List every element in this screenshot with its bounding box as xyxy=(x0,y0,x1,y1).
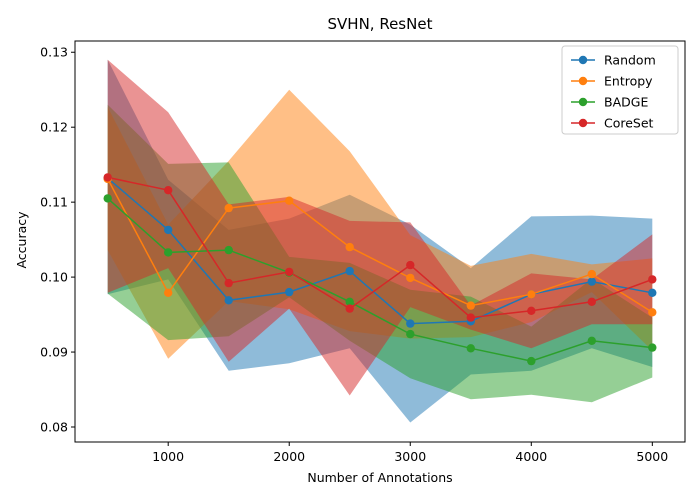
series-points xyxy=(103,173,657,366)
coreset-point xyxy=(466,313,475,322)
random-point xyxy=(285,287,294,297)
badge-point xyxy=(648,343,657,352)
y-tick-label: 0.13 xyxy=(40,45,68,60)
badge-line xyxy=(107,197,653,362)
y-axis-ticks: 0.08 0.09 0.10 0.11 0.12 0.13 xyxy=(40,45,75,435)
legend-coreset-marker xyxy=(578,118,588,128)
badge-point xyxy=(345,297,354,306)
chart-title: SVHN, ResNet xyxy=(328,15,433,33)
legend-coreset-label: CoreSet xyxy=(604,116,654,131)
confidence-bands xyxy=(107,59,653,423)
badge-point xyxy=(164,248,173,257)
coreset-point xyxy=(285,267,294,277)
entropy-point xyxy=(648,308,657,317)
badge-point xyxy=(103,194,112,203)
y-tick-label: 0.08 xyxy=(40,420,68,435)
coreset-line xyxy=(107,176,653,319)
coreset-point xyxy=(648,275,657,284)
legend-entropy-marker xyxy=(578,76,588,86)
badge-point xyxy=(527,356,536,366)
entropy-point xyxy=(466,301,475,310)
x-axis-ticks: 1000 2000 3000 4000 5000 xyxy=(152,442,668,464)
random-point xyxy=(164,225,173,235)
entropy-line xyxy=(107,178,653,313)
entropy-point xyxy=(285,196,294,205)
y-axis-label: Accuracy xyxy=(14,211,29,269)
entropy-point xyxy=(164,288,173,297)
entropy-point xyxy=(224,203,233,213)
legend-random-label: Random xyxy=(604,53,656,68)
badge-point xyxy=(466,344,475,353)
coreset-point xyxy=(406,260,415,270)
x-tick-label: 3000 xyxy=(394,449,426,464)
x-tick-label: 4000 xyxy=(515,449,547,464)
random-point xyxy=(587,277,596,286)
legend-entropy-label: Entropy xyxy=(604,74,653,89)
series-lines xyxy=(107,176,653,362)
entropy-point xyxy=(587,269,596,279)
badge-point xyxy=(587,336,596,345)
random-point xyxy=(345,266,354,276)
random-point xyxy=(406,319,415,328)
legend: Random Entropy BADGE CoreSet xyxy=(561,45,679,135)
coreset-point xyxy=(224,278,233,288)
legend-badge-label: BADGE xyxy=(604,95,648,110)
entropy-point xyxy=(406,273,415,283)
coreset-point xyxy=(345,304,354,313)
coreset-point xyxy=(527,306,536,315)
random-point xyxy=(648,288,657,297)
legend-random-marker xyxy=(578,55,588,65)
y-tick-label: 0.10 xyxy=(40,270,68,285)
x-tick-label: 2000 xyxy=(273,449,305,464)
legend-box xyxy=(561,45,679,135)
entropy-point xyxy=(345,242,354,252)
y-tick-label: 0.12 xyxy=(40,120,68,135)
x-tick-label: 5000 xyxy=(636,449,668,464)
random-point xyxy=(224,296,233,305)
x-tick-label: 1000 xyxy=(152,449,184,464)
coreset-point xyxy=(103,173,112,182)
x-axis-label: Number of Annotations xyxy=(307,470,452,485)
plot-frame xyxy=(74,40,686,443)
y-tick-label: 0.11 xyxy=(40,195,68,210)
badge-point xyxy=(406,329,415,339)
y-tick-label: 0.09 xyxy=(40,345,68,360)
random-line xyxy=(107,177,653,325)
coreset-point xyxy=(164,186,173,195)
coreset-band xyxy=(107,59,653,396)
entropy-point xyxy=(527,290,536,299)
legend-badge-marker xyxy=(578,97,588,107)
coreset-point xyxy=(587,297,596,306)
badge-point xyxy=(224,245,233,255)
